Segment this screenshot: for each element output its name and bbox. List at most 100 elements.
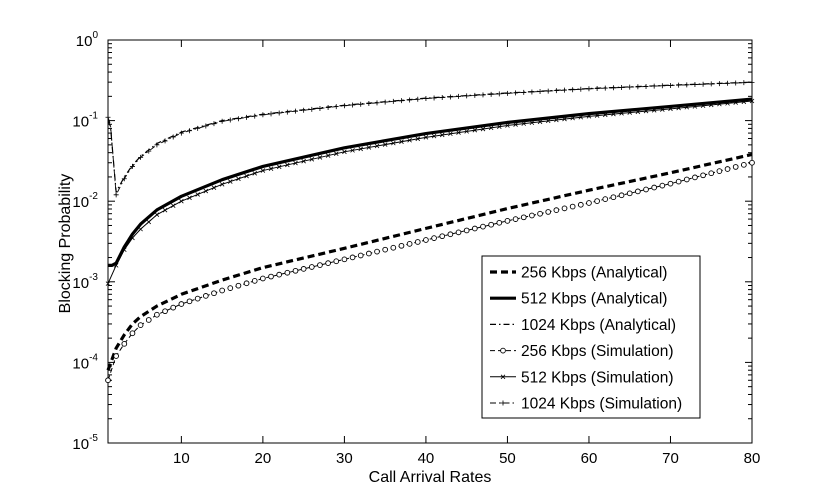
data-point-plus	[537, 89, 543, 95]
data-point-plus	[521, 89, 527, 95]
data-point-plus	[129, 163, 135, 169]
data-point-x	[301, 158, 306, 164]
data-point-x	[105, 281, 111, 286]
data-point-circle	[504, 218, 511, 224]
data-point-x	[668, 106, 673, 112]
data-point-plus	[610, 85, 616, 91]
data-point-x	[342, 149, 347, 155]
x-tick-label: 80	[744, 450, 761, 467]
data-point-x	[252, 171, 258, 176]
data-point-x	[113, 263, 119, 268]
y-tick-exponent: -3	[89, 272, 98, 283]
data-point-x	[268, 166, 274, 171]
data-point-x	[472, 127, 478, 133]
data-point-x	[350, 148, 355, 153]
data-point-circle	[251, 278, 258, 284]
data-point-x	[464, 129, 469, 134]
data-point-x	[717, 101, 722, 107]
data-point-circle	[406, 241, 413, 247]
data-point-plus	[504, 90, 510, 96]
data-point-x	[521, 121, 527, 126]
data-point-plus	[741, 80, 747, 86]
data-point-x	[594, 113, 600, 118]
data-point-plus	[513, 90, 519, 96]
data-point-x	[586, 114, 592, 119]
plot-area	[107, 39, 753, 444]
data-point-circle	[341, 256, 348, 263]
data-point-plus	[382, 99, 388, 105]
data-point-x	[236, 176, 241, 182]
data-point-plus	[659, 83, 665, 89]
data-point-x	[138, 226, 143, 232]
data-point-x	[448, 131, 453, 137]
data-point-circle	[683, 176, 690, 183]
data-point-x	[611, 111, 616, 117]
data-point-x	[500, 374, 506, 380]
data-point-circle	[202, 293, 209, 299]
data-point-x	[309, 157, 315, 162]
series-line	[107, 81, 753, 193]
data-point-circle	[178, 301, 185, 307]
data-point-circle	[749, 159, 755, 166]
data-point-x	[497, 124, 502, 129]
data-point-circle	[700, 172, 706, 179]
data-point-circle	[366, 250, 372, 257]
data-point-x	[700, 103, 706, 108]
data-point-x	[276, 164, 282, 170]
data-point-circle	[675, 178, 682, 185]
data-point-x	[733, 100, 738, 105]
data-point-circle	[129, 330, 136, 337]
data-point-x	[407, 137, 412, 143]
data-point-x	[391, 140, 396, 146]
data-point-x	[676, 105, 681, 111]
data-point-circle	[447, 231, 454, 238]
data-point-x	[423, 135, 429, 140]
data-point-circle	[105, 377, 111, 384]
data-point-x	[513, 122, 518, 127]
data-point-x	[227, 179, 233, 184]
series-3	[107, 81, 753, 193]
data-point-x	[399, 139, 404, 144]
data-point-circle	[529, 212, 535, 219]
data-point-plus	[545, 88, 551, 94]
data-point-plus	[366, 101, 372, 107]
legend-label: 1024 Kbps (Analytical)	[521, 317, 676, 334]
data-point-x	[692, 104, 698, 109]
data-point-x	[660, 107, 665, 112]
series-line	[107, 81, 753, 196]
legend-label: 512 Kbps (Simulation)	[521, 369, 674, 386]
data-point-x	[211, 185, 217, 190]
data-point-circle	[594, 198, 600, 204]
data-point-plus	[121, 176, 127, 182]
data-point-circle	[553, 207, 560, 213]
data-point-plus	[692, 82, 698, 88]
legend: 256 Kbps (Analytical) 512 Kbps (Analytica…	[481, 255, 701, 419]
data-point-x	[170, 203, 176, 208]
data-point-circle	[488, 221, 494, 228]
data-point-x	[195, 192, 200, 197]
data-point-plus	[700, 81, 706, 87]
data-point-circle	[667, 180, 674, 187]
data-point-x	[684, 104, 690, 110]
data-point-circle	[569, 203, 576, 210]
data-point-circle	[520, 214, 527, 221]
data-point-plus	[480, 92, 486, 98]
data-point-circle	[471, 225, 478, 232]
y-tick-label: 10-3	[72, 272, 98, 292]
x-tick-label: 40	[418, 450, 435, 467]
data-point-circle	[740, 161, 747, 168]
data-point-plus	[252, 113, 258, 119]
data-point-plus	[643, 83, 649, 89]
x-axis: 10 20 30 40 50 60 70 80	[173, 40, 760, 467]
data-point-plus	[325, 105, 331, 111]
series-5	[105, 98, 755, 286]
data-point-x	[635, 109, 641, 115]
data-point-plus	[350, 102, 356, 108]
data-point-plus	[244, 114, 250, 120]
x-tick-label: 60	[581, 450, 598, 467]
series-line	[108, 97, 753, 267]
data-point-plus	[219, 118, 225, 124]
data-point-plus	[676, 82, 682, 88]
